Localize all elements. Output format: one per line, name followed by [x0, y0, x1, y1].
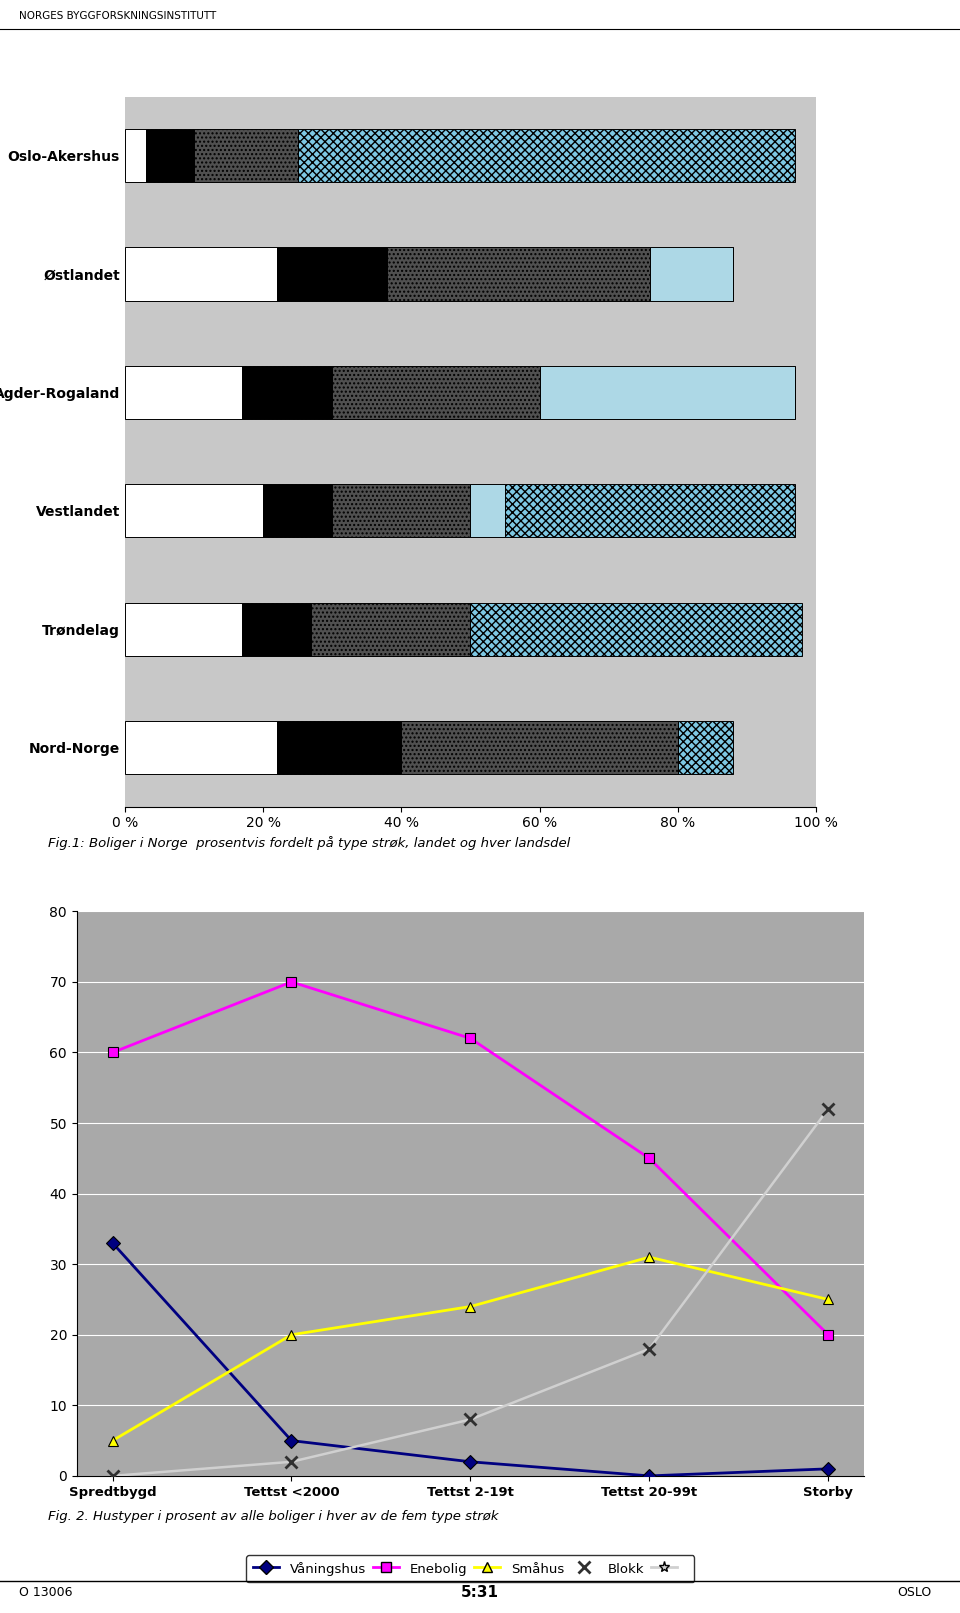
Blokk — [107, 1466, 118, 1486]
Enebolig — [643, 1148, 655, 1168]
Text: O 13006: O 13006 — [19, 1586, 73, 1598]
Småhus — [286, 1326, 298, 1345]
Bar — [298, 129, 795, 182]
Våningshus — [107, 1234, 118, 1253]
Line: Våningshus: Våningshus — [108, 1239, 833, 1481]
Bar — [242, 366, 332, 419]
Blokk — [823, 1100, 834, 1119]
Bar — [311, 603, 470, 656]
Småhus — [643, 1247, 655, 1266]
Legend: Våningshus, Enebolig, Småhus, Blokk, : Våningshus, Enebolig, Småhus, Blokk, — [247, 1555, 694, 1582]
Våningshus — [286, 1431, 298, 1450]
Enebolig — [107, 1044, 118, 1063]
Blokk — [643, 1339, 655, 1358]
Blokk — [465, 1410, 476, 1429]
Bar — [401, 721, 678, 774]
Bar — [125, 247, 276, 300]
Bar — [276, 247, 388, 300]
Bar — [470, 603, 803, 656]
Bar — [125, 721, 276, 774]
Text: Fig. 2. Hustyper i prosent av alle boliger i hver av de fem type strøk: Fig. 2. Hustyper i prosent av alle bolig… — [48, 1510, 498, 1523]
Bar — [470, 484, 505, 537]
Bar — [650, 247, 733, 300]
Bar — [146, 129, 194, 182]
Småhus — [823, 1290, 834, 1310]
Bar — [125, 603, 242, 656]
Våningshus — [643, 1466, 655, 1486]
Bar — [125, 484, 263, 537]
Enebolig — [823, 1326, 834, 1345]
Bar — [332, 484, 470, 537]
Bar — [276, 721, 401, 774]
Text: NORGES BYGGFORSKNINGSINSTITUTT: NORGES BYGGFORSKNINGSINSTITUTT — [19, 11, 216, 21]
Bar — [505, 484, 795, 537]
Bar — [125, 366, 242, 419]
Legend: Spredt- bygd, Under 2000, 2000- 19000, 20 - 99000, 20 - Storbyer: Spredt- bygd, Under 2000, 2000- 19000, 2… — [197, 932, 744, 957]
Bar — [242, 603, 311, 656]
Småhus — [465, 1297, 476, 1316]
Bar — [540, 366, 795, 419]
Blokk — [286, 1452, 298, 1471]
Bar — [388, 247, 650, 300]
Text: Fig.1: Boliger i Norge  prosentvis fordelt på type strøk, landet og hver landsde: Fig.1: Boliger i Norge prosentvis fordel… — [48, 836, 570, 850]
Line: Enebolig: Enebolig — [108, 977, 833, 1340]
Text: 5:31: 5:31 — [461, 1584, 499, 1600]
Bar — [194, 129, 298, 182]
Våningshus — [823, 1460, 834, 1479]
Line: Småhus: Småhus — [108, 1252, 833, 1445]
Text: OSLO: OSLO — [897, 1586, 931, 1598]
Bar — [263, 484, 332, 537]
Våningshus — [465, 1452, 476, 1471]
Line: Blokk: Blokk — [107, 1103, 834, 1482]
Enebolig — [286, 973, 298, 992]
Enebolig — [465, 1029, 476, 1048]
Bar — [678, 721, 733, 774]
Småhus — [107, 1431, 118, 1450]
Bar — [125, 129, 146, 182]
Bar — [332, 366, 540, 419]
